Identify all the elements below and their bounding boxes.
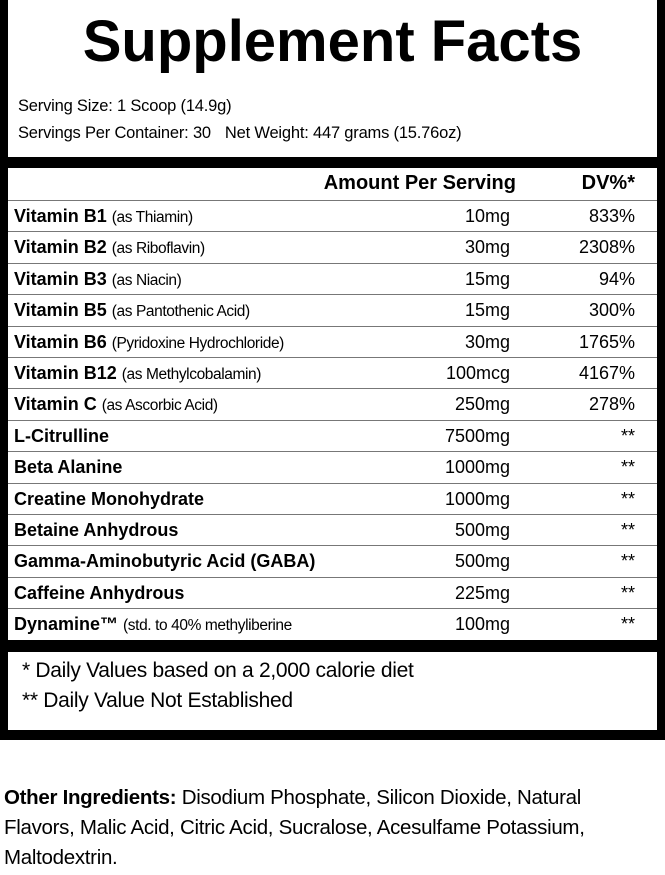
ingredient-name: L-Citrulline	[14, 421, 109, 453]
ingredient-amount: 500mg	[454, 520, 510, 540]
ingredient-dv: 94%	[598, 268, 635, 289]
ingredient-dv: **	[620, 582, 635, 603]
table-row: Betaine Anhydrous 500mg **	[8, 514, 657, 545]
table-row: Gamma-Aminobutyric Acid (GABA) 500mg **	[8, 545, 657, 576]
net-weight: Net Weight: 447 grams (15.76oz)	[224, 124, 462, 142]
ingredient-amount: 30mg	[464, 331, 510, 352]
ingredient-dv: 833%	[588, 206, 635, 226]
ingredient-label: Gamma-Aminobutyric Acid (GABA)	[14, 551, 316, 572]
ingredient-name: Betaine Anhydrous	[14, 515, 178, 547]
ingredient-dv: **	[620, 488, 635, 509]
ingredient-amount: 1000mg	[444, 488, 510, 509]
ingredient-amount: 7500mg	[444, 425, 510, 446]
footnote-not-established: ** Daily Value Not Established	[22, 689, 293, 712]
ingredient-detail: (as Niacin)	[111, 271, 182, 289]
ingredient-label: Dynamine™	[14, 614, 119, 635]
header-amount: Amount Per Serving	[323, 172, 516, 194]
ingredient-detail: (as Riboflavin)	[111, 240, 205, 258]
serving-size: Serving Size: 1 Scoop (14.9g)	[18, 97, 232, 115]
servings-per-container: Servings Per Container: 30 Net Weight: 44…	[18, 124, 462, 143]
ingredient-dv: 4167%	[578, 363, 635, 383]
ingredient-amount: 30mg	[464, 237, 510, 258]
table-row: Vitamin B2 (as Riboflavin) 30mg 2308%	[8, 231, 657, 262]
ingredient-amount: 100mcg	[445, 363, 510, 383]
ingredient-dv: 1765%	[578, 331, 635, 352]
ingredient-name: Dynamine™ (std. to 40% methyliberine	[14, 609, 292, 641]
ingredient-dv: **	[620, 551, 635, 572]
ingredient-label: Vitamin B3	[14, 268, 107, 289]
ingredient-label: Vitamin B5	[14, 300, 107, 321]
supplement-facts-panel: Supplement Facts Serving Size: 1 Scoop (…	[0, 0, 665, 740]
ingredient-label: Creatine Monohydrate	[14, 488, 205, 509]
ingredient-amount: 225mg	[454, 582, 510, 603]
ingredient-name: Caffeine Anhydrous	[14, 578, 184, 610]
ingredient-dv: **	[620, 425, 635, 446]
ingredient-dv: **	[620, 614, 635, 635]
ingredient-label: L-Citrulline	[14, 425, 109, 446]
ingredient-name: Vitamin B5 (as Pantothenic Acid)	[14, 295, 250, 327]
table-row: Vitamin C (as Ascorbic Acid) 250mg 278%	[8, 388, 657, 419]
ingredient-detail: (as Thiamin)	[111, 209, 193, 226]
ingredient-amount: 100mg	[454, 614, 510, 635]
table-row: Dynamine™ (std. to 40% methyliberine 100m…	[8, 608, 657, 639]
ingredient-detail: (std. to 40% methyliberine	[123, 617, 292, 635]
header-dv: DV%*	[581, 172, 635, 194]
table-row: Beta Alanine 1000mg **	[8, 451, 657, 482]
ingredient-amount: 10mg	[464, 206, 510, 226]
ingredient-amount: 15mg	[464, 300, 510, 321]
ingredient-name: Vitamin B2 (as Riboflavin)	[14, 232, 205, 264]
ingredient-label: Betaine Anhydrous	[14, 520, 179, 540]
ingredient-detail: (as Ascorbic Acid)	[101, 397, 218, 415]
ingredient-label: Caffeine Anhydrous	[14, 582, 185, 603]
table-row: Vitamin B12 (as Methylcobalamin) 100mcg 41…	[8, 357, 657, 388]
servings-count: Servings Per Container: 30	[18, 124, 211, 142]
ingredient-amount: 1000mg	[444, 457, 510, 478]
table-row: L-Citrulline 7500mg **	[8, 419, 657, 453]
ingredient-label: Vitamin B6	[14, 331, 107, 352]
ingredient-name: Vitamin B1 (as Thiamin)	[14, 201, 193, 233]
other-ingredients-text: Disodium Phosphate, Silicon Dioxide, Nat…	[4, 786, 585, 869]
ingredient-label: Vitamin B2	[14, 237, 107, 258]
ingredient-label: Vitamin B12	[14, 363, 117, 383]
table-row: Vitamin B3 (as Niacin) 15mg 94%	[8, 262, 657, 296]
ingredient-detail: (as Pantothenic Acid)	[111, 303, 250, 321]
ingredient-name: Vitamin B6 (Pyridoxine Hydrochloride)	[14, 327, 284, 359]
table-row: Vitamin B1 (as Thiamin) 10mg 833%	[8, 200, 657, 231]
ingredient-dv: 278%	[588, 394, 635, 415]
ingredient-name: Vitamin B12 (as Methylcobalamin)	[14, 358, 261, 390]
ingredient-dv: **	[620, 520, 635, 540]
ingredient-amount: 250mg	[454, 394, 510, 415]
ingredient-amount: 15mg	[464, 268, 510, 289]
table-row: Caffeine Anhydrous 225mg **	[8, 576, 657, 610]
table-row: Creatine Monohydrate 1000mg **	[8, 482, 657, 516]
ingredient-label: Vitamin B1	[14, 206, 107, 226]
ingredient-label: Beta Alanine	[14, 457, 123, 478]
title-section: Supplement Facts Serving Size: 1 Scoop (…	[8, 0, 657, 157]
ingredient-label: Vitamin C	[14, 394, 97, 415]
ingredient-name: Vitamin C (as Ascorbic Acid)	[14, 389, 218, 421]
ingredient-name: Vitamin B3 (as Niacin)	[14, 264, 182, 296]
footnote-daily-values: * Daily Values based on a 2,000 calorie …	[22, 659, 414, 682]
panel-title: Supplement Facts	[82, 9, 583, 74]
footnotes: * Daily Values based on a 2,000 calorie …	[8, 652, 657, 730]
ingredient-detail: (as Methylcobalamin)	[121, 366, 262, 383]
ingredient-name: Beta Alanine	[14, 452, 122, 484]
ingredient-dv: 300%	[588, 300, 635, 321]
ingredient-name: Gamma-Aminobutyric Acid (GABA)	[14, 546, 315, 578]
ingredient-dv: 2308%	[578, 237, 635, 258]
other-ingredients: Other Ingredients: Disodium Phosphate, S…	[4, 783, 654, 873]
table-row: Vitamin B5 (as Pantothenic Acid) 15mg 300%	[8, 294, 657, 325]
ingredient-name: Creatine Monohydrate	[14, 484, 204, 516]
facts-table: Amount Per Serving DV%* Vitamin B1 (as T…	[8, 168, 657, 640]
ingredient-amount: 500mg	[454, 551, 510, 572]
ingredient-detail: (Pyridoxine Hydrochloride)	[111, 334, 285, 352]
ingredient-dv: **	[620, 457, 635, 478]
table-row: Vitamin B6 (Pyridoxine Hydrochloride) 30m…	[8, 325, 657, 359]
other-ingredients-label: Other Ingredients:	[4, 786, 177, 809]
